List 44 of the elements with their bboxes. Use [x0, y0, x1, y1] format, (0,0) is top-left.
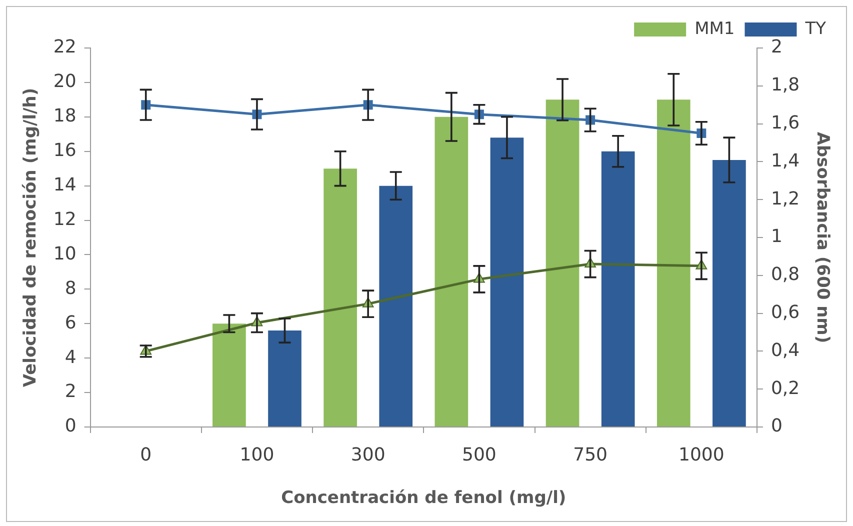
- x-axis-title: Concentración de fenol (mg/l): [281, 488, 566, 508]
- y2-tick-label: 1,4: [770, 150, 800, 172]
- bar: [546, 100, 580, 426]
- y2-tick-label: 1,2: [770, 188, 800, 210]
- legend-label: TY: [804, 18, 827, 39]
- y-tick-label: 20: [53, 71, 76, 92]
- y2-tick-label: 0,8: [770, 264, 800, 286]
- x-tick-label: 100: [240, 444, 274, 466]
- y-tick-label: 12: [53, 208, 76, 230]
- y2-tick-label: 2: [770, 36, 782, 58]
- y-tick-label: 0: [64, 416, 76, 437]
- y2-tick-label: 0,4: [770, 340, 800, 361]
- y-tick-label: 8: [64, 278, 76, 299]
- y-axis-title: Velocidad de remoción (mg/l/h): [20, 88, 41, 388]
- bar: [656, 100, 690, 426]
- y2-tick-label: 0: [770, 416, 782, 437]
- y2-tick-label: 1: [770, 226, 782, 248]
- bar: [712, 160, 746, 426]
- y-tick-label: 22: [53, 36, 76, 58]
- legend-label: MM1: [694, 18, 735, 39]
- bar: [490, 138, 524, 426]
- x-tick-label: 0: [140, 444, 152, 466]
- y-tick-label: 14: [53, 174, 76, 196]
- y-tick-label: 10: [53, 243, 76, 264]
- y2-axis-title: Absorbancia (600 nm): [812, 132, 832, 344]
- x-tick-label: 1000: [678, 444, 724, 466]
- bar: [268, 330, 302, 426]
- y-tick-label: 6: [64, 312, 76, 334]
- bar: [434, 116, 468, 426]
- y2-tick-label: 0,2: [770, 378, 800, 399]
- y-tick-label: 16: [53, 140, 76, 162]
- y2-tick-label: 1,6: [770, 112, 800, 134]
- x-tick-label: 500: [462, 444, 496, 466]
- y-tick-label: 4: [64, 346, 76, 368]
- x-tick-label: 300: [350, 444, 386, 466]
- bar: [379, 186, 413, 426]
- y-tick-label: 2: [64, 381, 76, 402]
- y2-tick-label: 0,6: [770, 302, 800, 323]
- bar: [324, 168, 357, 426]
- y2-tick-label: 1,8: [770, 74, 800, 96]
- bar: [212, 324, 246, 426]
- bar: [601, 151, 635, 426]
- x-tick-label: 750: [573, 444, 608, 466]
- y-tick-label: 18: [53, 106, 76, 127]
